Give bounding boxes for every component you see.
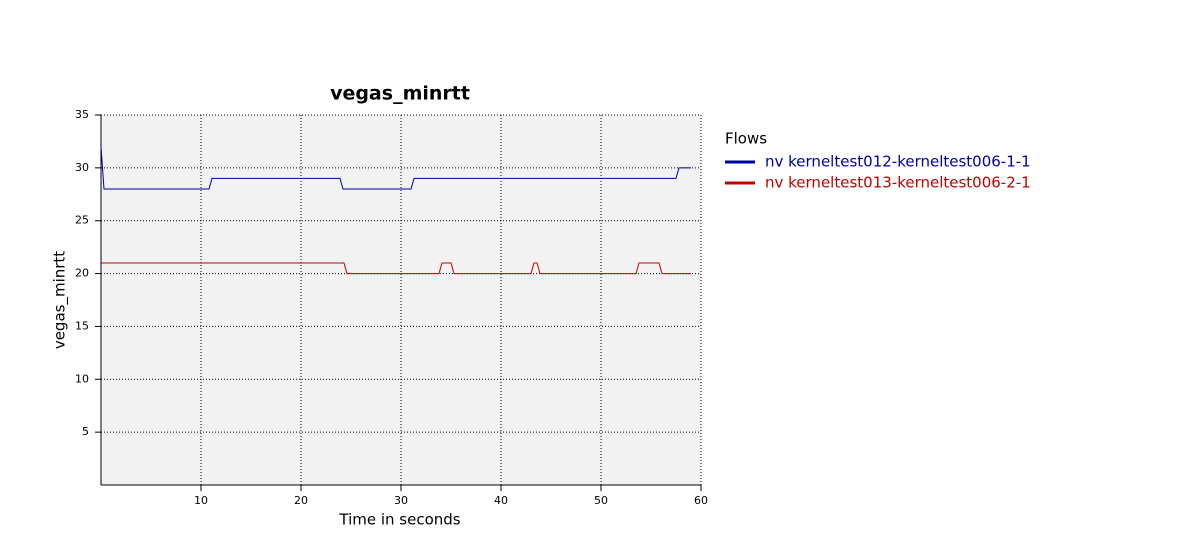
x-tick-label: 30 xyxy=(394,494,408,507)
y-tick-label: 30 xyxy=(75,161,89,174)
x-axis-label: Time in seconds xyxy=(338,511,460,529)
y-tick-label: 15 xyxy=(75,319,89,332)
x-tick-label: 10 xyxy=(194,494,208,507)
x-tick-label: 50 xyxy=(594,494,608,507)
y-tick-label: 10 xyxy=(75,372,89,385)
x-tick-label: 40 xyxy=(494,494,508,507)
y-axis-label: vegas_minrtt xyxy=(51,251,70,349)
plot-area xyxy=(101,115,701,485)
series-line xyxy=(101,262,691,275)
y-tick-label: 20 xyxy=(75,267,89,280)
legend-label: nv kerneltest012-kerneltest006-1-1 xyxy=(765,153,1031,171)
y-tick-label: 35 xyxy=(75,108,89,121)
legend-label: nv kerneltest013-kerneltest006-2-1 xyxy=(765,174,1031,192)
chart-title: vegas_minrtt xyxy=(330,83,470,105)
y-tick-label: 5 xyxy=(82,425,89,438)
x-tick-label: 20 xyxy=(294,494,308,507)
legend-title: Flows xyxy=(725,130,767,148)
y-tick-label: 25 xyxy=(75,214,89,227)
series-line xyxy=(100,146,691,190)
x-tick-label: 60 xyxy=(694,494,708,507)
